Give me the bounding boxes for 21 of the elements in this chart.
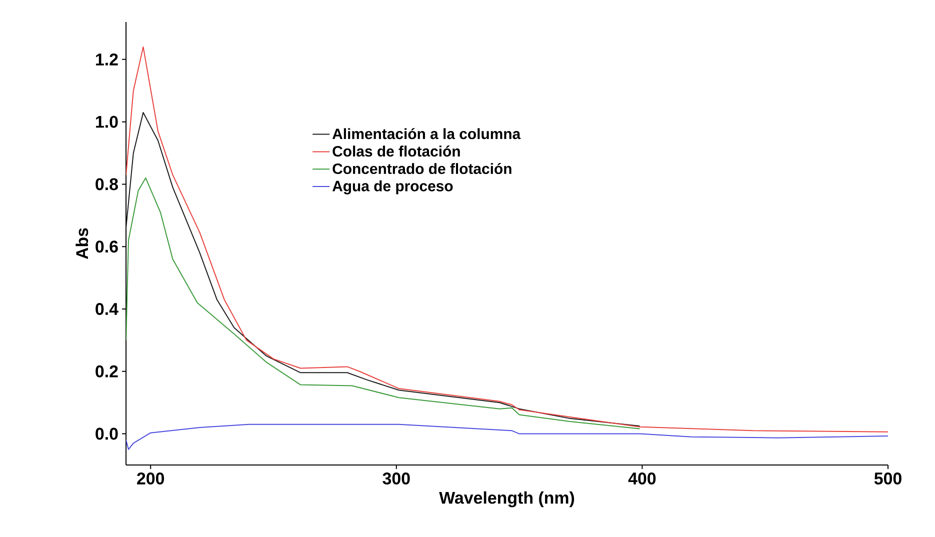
line-series <box>126 112 640 426</box>
x-tick-label: 200 <box>137 472 164 485</box>
x-tick-label: 500 <box>874 472 902 485</box>
legend-label: Agua de proceso <box>332 180 453 194</box>
line-series <box>126 424 888 450</box>
y-tick-label: 1.0 <box>96 116 118 128</box>
legend-label: Concentrado de flotación <box>332 162 512 174</box>
line-series <box>126 46 888 432</box>
y-tick-label: 0.0 <box>96 428 118 440</box>
x-axis-title: Wavelength (nm) <box>439 491 574 508</box>
y-tick-label: 0.2 <box>96 365 118 378</box>
y-tick-label: 1.2 <box>96 54 118 66</box>
legend-label: Alimentación a la columna <box>332 128 521 140</box>
x-tick-label: 300 <box>382 472 410 485</box>
x-tick-label: 400 <box>628 472 656 485</box>
legend-label: Colas de flotación <box>332 146 460 157</box>
y-tick-label: 0.4 <box>96 303 118 315</box>
y-axis-title: Abs <box>76 228 88 260</box>
line-series <box>126 177 640 430</box>
y-tick-label: 0.6 <box>96 240 118 253</box>
y-tick-label: 0.8 <box>96 178 118 190</box>
